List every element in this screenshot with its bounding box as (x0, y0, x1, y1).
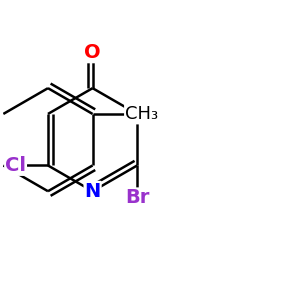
Text: N: N (129, 104, 145, 123)
Text: Cl: Cl (5, 156, 26, 175)
Text: N: N (85, 182, 101, 201)
Text: CH₃: CH₃ (125, 105, 158, 123)
Text: O: O (84, 43, 101, 62)
Text: Br: Br (125, 188, 149, 207)
